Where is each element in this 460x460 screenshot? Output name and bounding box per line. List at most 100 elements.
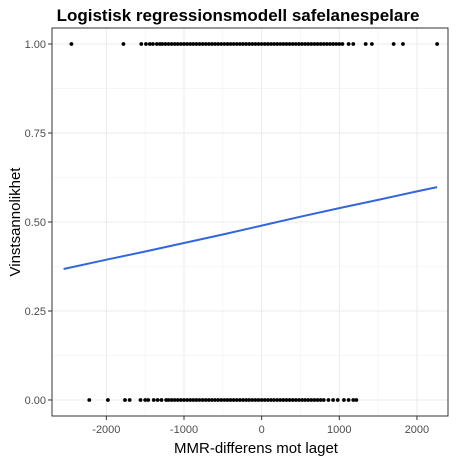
data-point	[351, 398, 356, 402]
x-axis-title: MMR-differens mot laget	[174, 440, 339, 457]
data-point	[169, 42, 174, 46]
data-point	[281, 398, 286, 402]
data-point	[354, 398, 359, 402]
data-point	[335, 398, 340, 402]
data-point	[155, 398, 160, 402]
data-point	[346, 398, 351, 402]
data-point	[210, 398, 214, 402]
data-point	[169, 398, 174, 402]
data-point	[401, 42, 405, 46]
data-point	[151, 42, 155, 46]
data-point	[275, 398, 280, 402]
data-point	[303, 42, 308, 46]
data-point	[253, 42, 258, 46]
data-point	[281, 42, 286, 46]
data-point	[154, 42, 159, 46]
data-point	[300, 398, 304, 402]
data-point	[324, 42, 329, 46]
data-point	[435, 42, 440, 46]
x-tick-label: 1000	[327, 424, 351, 436]
data-point	[172, 42, 177, 46]
data-point	[306, 42, 311, 46]
data-point	[175, 42, 180, 46]
data-point	[121, 42, 126, 46]
data-point	[228, 398, 233, 402]
data-point	[326, 398, 331, 402]
data-point	[194, 42, 199, 46]
data-point	[87, 398, 92, 402]
data-point	[127, 398, 132, 402]
data-point	[265, 398, 270, 402]
x-tick-label: 2000	[405, 424, 429, 436]
data-point	[139, 42, 144, 46]
data-point	[275, 42, 280, 46]
data-point	[206, 42, 211, 46]
data-point	[143, 398, 148, 402]
data-point	[328, 42, 332, 46]
data-point	[234, 42, 239, 46]
data-point	[315, 42, 320, 46]
y-axis-title: Vinstsannolikhet	[7, 167, 24, 277]
data-point	[219, 398, 224, 402]
data-point	[213, 398, 217, 402]
data-point	[321, 398, 326, 402]
data-point	[138, 398, 143, 402]
data-point	[166, 398, 171, 402]
data-point	[278, 42, 283, 46]
data-point	[178, 42, 183, 46]
data-point	[250, 398, 255, 402]
data-point	[238, 42, 242, 46]
data-point	[191, 398, 196, 402]
regression-line	[63, 186, 438, 270]
data-point	[244, 398, 249, 402]
data-point	[256, 398, 261, 402]
data-point	[191, 42, 196, 46]
data-point	[197, 42, 202, 46]
data-point	[241, 42, 245, 46]
data-point	[146, 398, 151, 402]
data-point	[182, 42, 186, 46]
data-point	[287, 42, 292, 46]
data-point	[185, 398, 190, 402]
data-point	[225, 398, 230, 402]
data-point	[309, 42, 314, 46]
data-point	[247, 398, 252, 402]
data-point	[185, 42, 190, 46]
data-point	[216, 42, 221, 46]
data-point	[200, 398, 205, 402]
x-tick-label: 0	[259, 424, 265, 436]
data-point	[203, 398, 208, 402]
data-point	[306, 398, 311, 402]
data-point	[219, 42, 224, 46]
y-tick-label: 0.25	[25, 306, 46, 318]
data-point	[182, 398, 186, 402]
data-point	[200, 42, 205, 46]
data-point	[225, 42, 230, 46]
chart-title: Logistisk regressionsmodell safelanespel…	[57, 6, 420, 25]
data-point	[106, 398, 110, 402]
data-point	[216, 398, 221, 402]
data-point	[272, 42, 276, 46]
data-point	[269, 42, 273, 46]
data-point	[391, 42, 396, 46]
data-point	[210, 42, 214, 46]
data-point	[222, 398, 227, 402]
axes: -2000 -1000 0 1000 2000 0.00 0.25 0.50 0.75 1.00	[25, 39, 430, 436]
data-point	[231, 398, 236, 402]
data-point	[290, 398, 295, 402]
y-tick-label: 1.00	[25, 39, 46, 51]
data-point	[287, 398, 292, 402]
x-tick-label: -2000	[92, 424, 120, 436]
y-tick-label: 0.75	[25, 128, 46, 140]
data-point	[194, 398, 199, 402]
data-point	[342, 398, 346, 402]
data-point	[334, 42, 339, 46]
data-point	[69, 42, 74, 46]
data-point	[309, 398, 314, 402]
data-point	[259, 42, 264, 46]
data-point	[256, 42, 261, 46]
data-point	[278, 398, 283, 402]
data-point	[241, 398, 245, 402]
